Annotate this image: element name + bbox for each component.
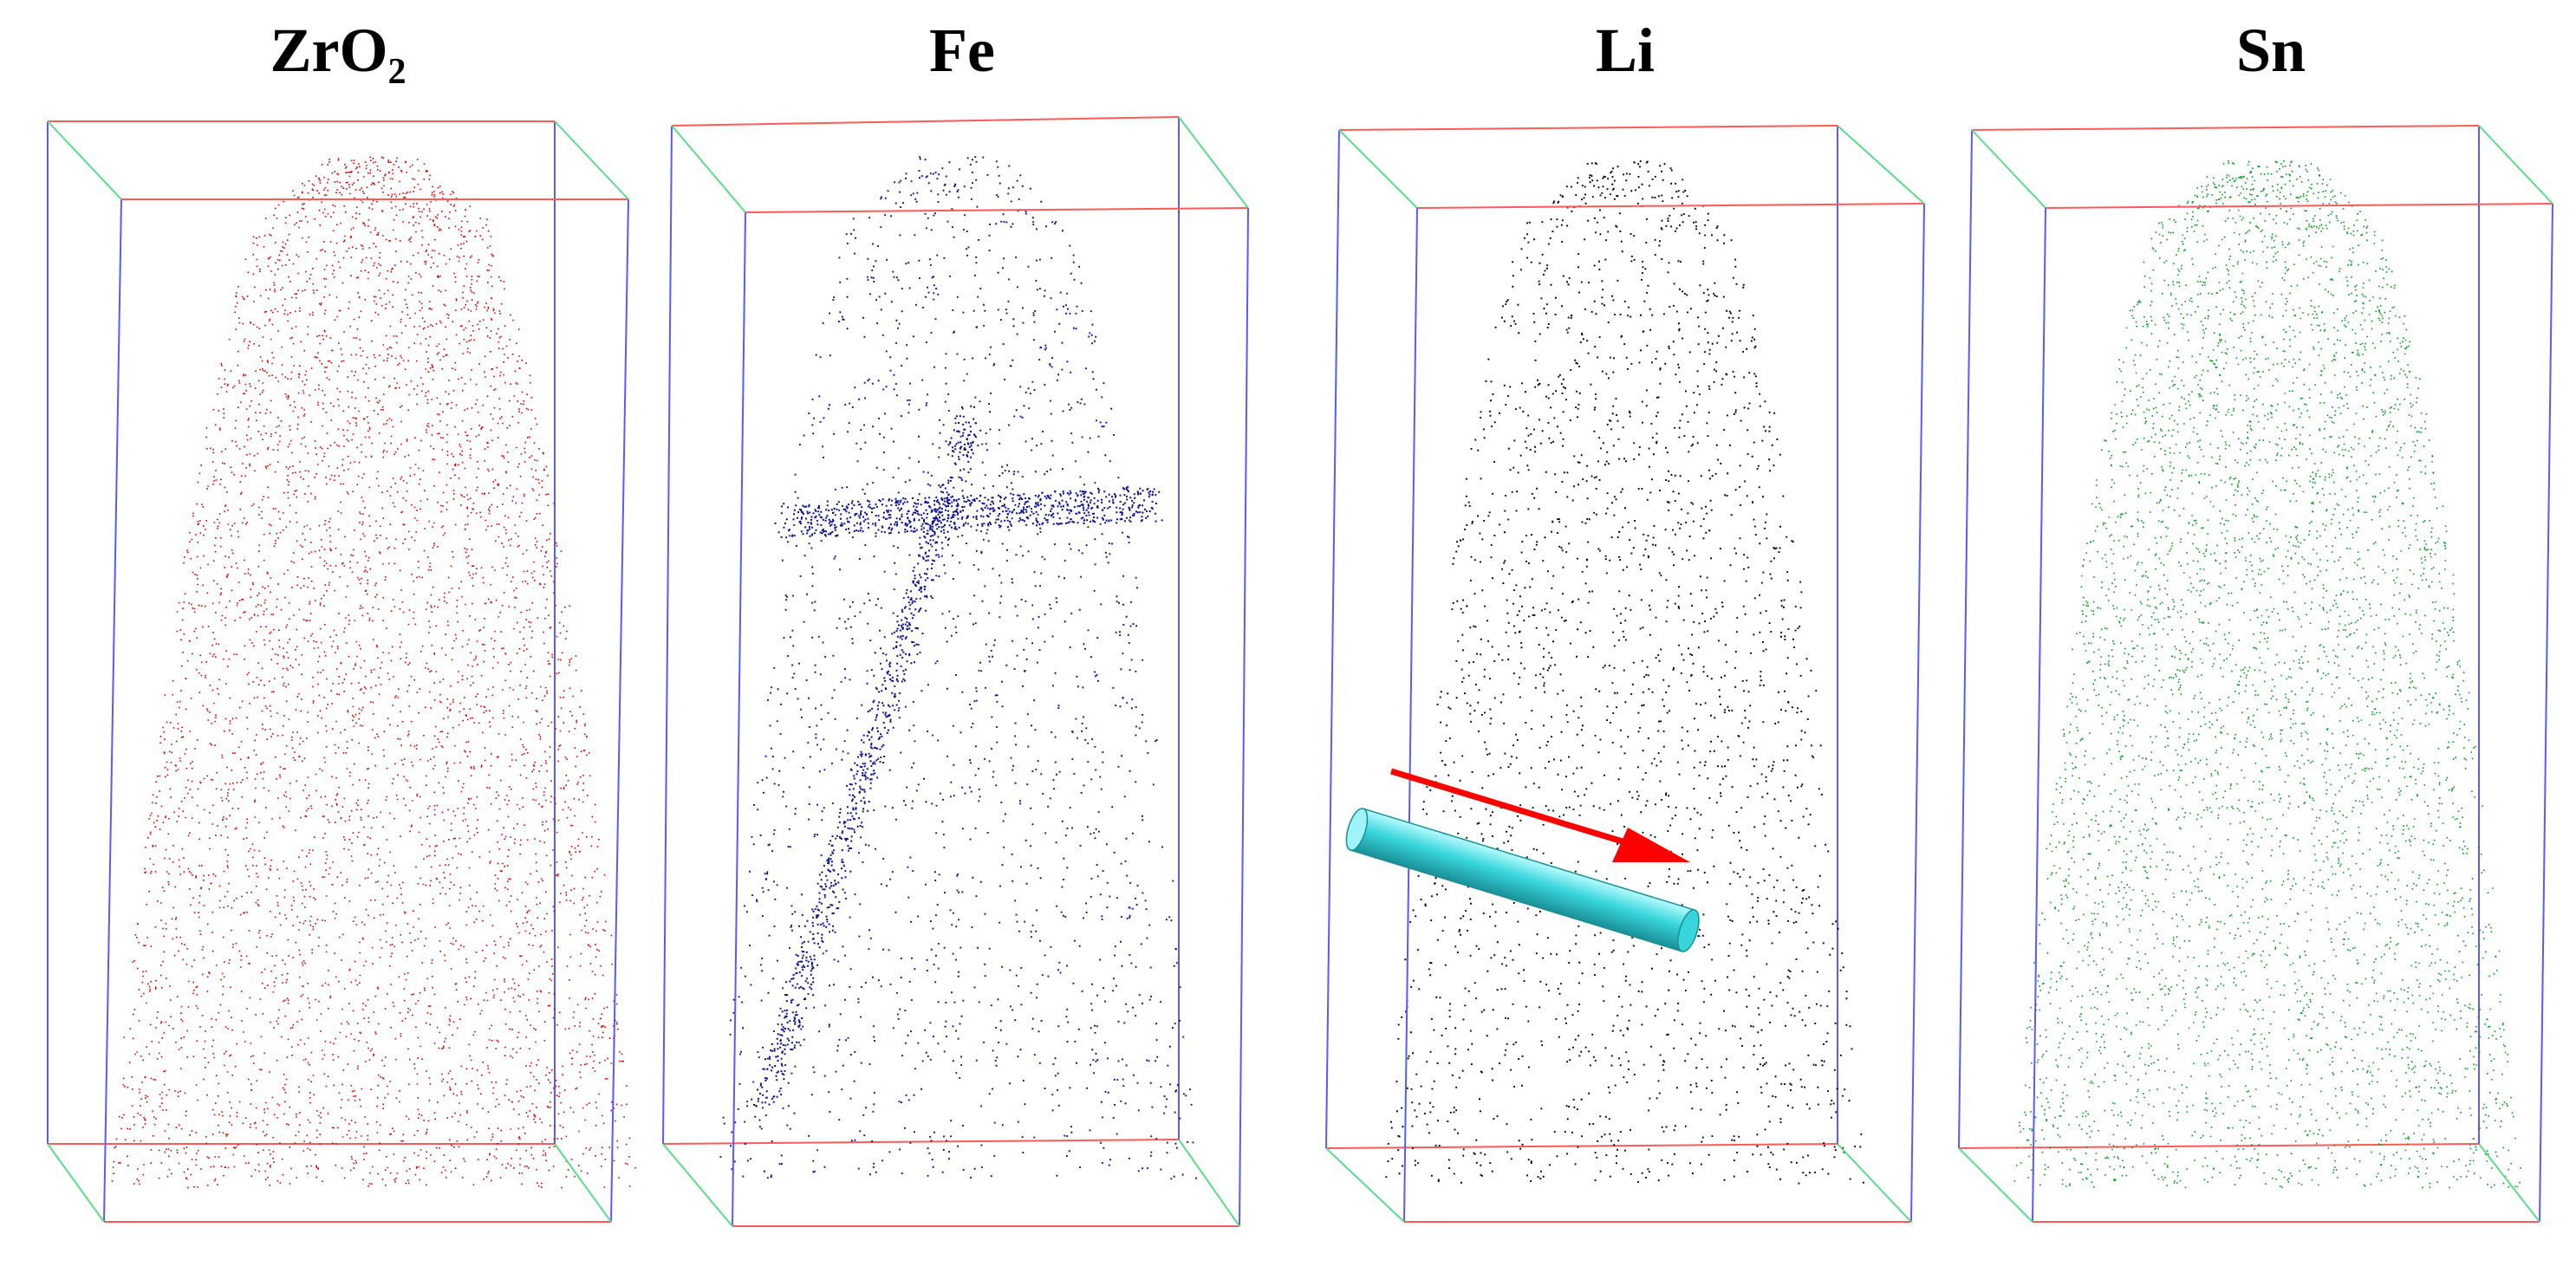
panel-li xyxy=(1325,125,1925,1223)
box-edge xyxy=(662,1143,733,1227)
title-main: Li xyxy=(1595,16,1656,85)
li-annotation xyxy=(1345,768,1700,952)
title-main: Sn xyxy=(2235,16,2306,85)
panel-title-sn: Sn xyxy=(2028,19,2514,81)
panel-fe xyxy=(662,116,1249,1227)
box-edge xyxy=(103,198,122,1223)
atom-points xyxy=(719,156,1197,1180)
cylinder-marker xyxy=(1345,808,1700,952)
arrow-head xyxy=(1612,828,1690,862)
panel-title-fe: Fe xyxy=(719,19,1205,81)
panel-title-zro2: ZrO2 xyxy=(95,19,581,90)
box-edge xyxy=(662,1139,1180,1145)
box-edge xyxy=(2539,203,2553,1223)
box-edge xyxy=(1837,1143,1912,1223)
box-edge xyxy=(1971,125,2480,131)
box-edge xyxy=(1958,1147,2033,1223)
cylinder-body xyxy=(1350,808,1696,952)
box-edge xyxy=(2478,125,2553,205)
atom-points xyxy=(2013,160,2521,1189)
box-edge xyxy=(1958,129,1973,1149)
box-edge xyxy=(1325,129,1340,1149)
title-sub: 2 xyxy=(387,52,407,92)
box-edge xyxy=(745,207,1249,213)
box-edge xyxy=(671,116,1180,127)
panel-zro2 xyxy=(47,120,636,1223)
box-edge xyxy=(2045,203,2553,209)
title-main: ZrO xyxy=(270,16,388,85)
box-edge xyxy=(1971,129,2046,209)
atom-points xyxy=(111,156,636,1189)
box-edge xyxy=(1416,203,1925,209)
box-edge xyxy=(732,211,746,1227)
box-edge xyxy=(1239,207,1249,1227)
box-edge xyxy=(671,125,746,213)
box-edge xyxy=(1325,1147,1405,1223)
box-edge xyxy=(1178,116,1249,209)
box-edge xyxy=(1338,129,1418,209)
box-edge xyxy=(47,1143,105,1223)
box-edge xyxy=(1325,1143,1838,1149)
panel-sn xyxy=(1958,125,2553,1223)
arrow-shaft xyxy=(1389,768,1636,848)
box-edge xyxy=(662,125,673,1145)
atom-cloud-fe xyxy=(719,156,1197,1180)
box-edge xyxy=(47,120,122,200)
box-edge xyxy=(1403,207,1418,1223)
box-edge xyxy=(2032,207,2046,1223)
panel-title-li: Li xyxy=(1382,19,1868,81)
atom-cloud-zro2 xyxy=(111,156,636,1189)
title-main: Fe xyxy=(929,16,995,85)
box-edge xyxy=(610,198,629,1223)
box-edge xyxy=(1910,203,1925,1223)
cylinder-cap xyxy=(1677,909,1700,952)
box-edge xyxy=(2478,1143,2540,1223)
box-edge xyxy=(554,120,629,200)
box-edge xyxy=(1338,125,1838,131)
atom-points xyxy=(1385,160,1864,1185)
atom-cloud-sn xyxy=(2013,160,2521,1189)
atom-cloud-li xyxy=(1385,160,1864,1185)
box-edge xyxy=(1837,125,1925,205)
box-edge xyxy=(1178,1139,1240,1227)
box-edge xyxy=(1958,1143,2480,1149)
cylinder-cap xyxy=(1345,808,1369,851)
box-edge xyxy=(554,1143,612,1223)
